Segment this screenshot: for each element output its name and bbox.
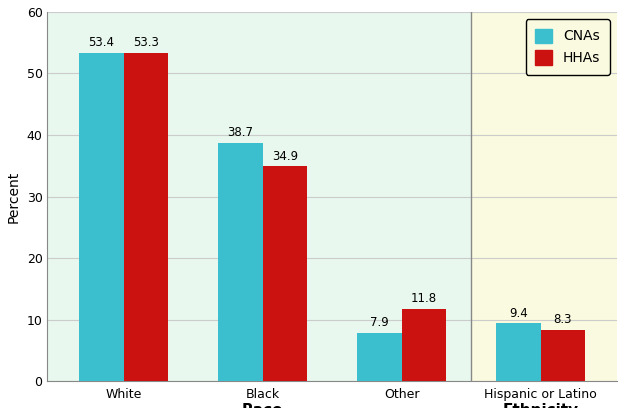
Bar <box>540 330 585 381</box>
Bar <box>218 143 263 381</box>
Bar <box>79 53 124 381</box>
Text: 53.3: 53.3 <box>133 36 159 49</box>
Bar <box>124 53 168 381</box>
Legend: CNAs, HHAs: CNAs, HHAs <box>525 19 610 75</box>
Text: 34.9: 34.9 <box>272 150 298 163</box>
Bar <box>263 166 307 381</box>
Text: Race: Race <box>242 403 283 408</box>
Text: 53.4: 53.4 <box>89 36 115 49</box>
Y-axis label: Percent: Percent <box>7 171 21 223</box>
Bar <box>357 333 402 381</box>
Bar <box>471 12 617 381</box>
Text: 11.8: 11.8 <box>411 292 437 305</box>
Text: Ethnicity: Ethnicity <box>502 403 578 408</box>
Text: 9.4: 9.4 <box>509 306 528 319</box>
Text: 8.3: 8.3 <box>553 313 572 326</box>
Text: 7.9: 7.9 <box>370 316 389 329</box>
Bar <box>402 308 446 381</box>
Text: 38.7: 38.7 <box>228 126 253 139</box>
Bar <box>47 12 471 381</box>
Bar <box>496 323 540 381</box>
